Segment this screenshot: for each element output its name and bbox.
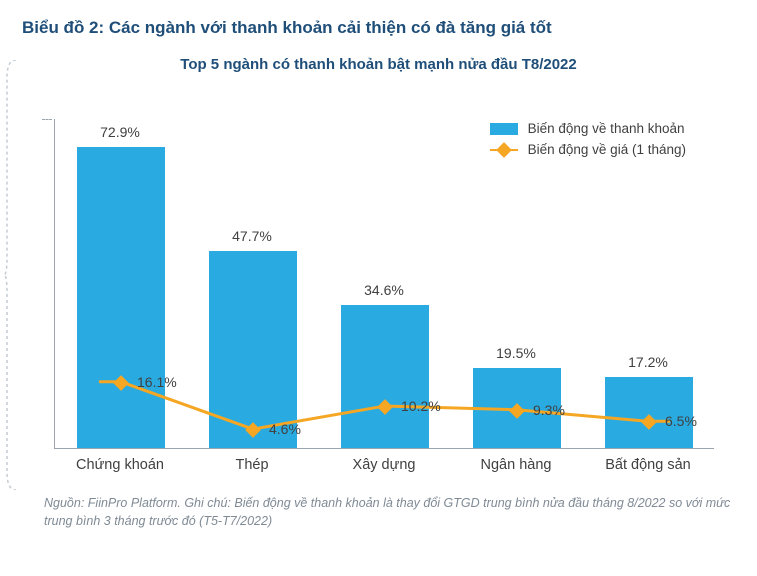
x-category-label: Xây dựng [318, 457, 450, 473]
chart-container: Biến động về thanh khoản Biến động về gi… [26, 81, 726, 491]
chart-title: Biểu đồ 2: Các ngành với thanh khoản cải… [22, 18, 735, 38]
x-category-label: Chứng khoán [54, 457, 186, 473]
chart-footnote: Nguồn: FiinPro Platform. Ghi chú: Biến đ… [44, 495, 734, 530]
bar-value-label: 47.7% [187, 228, 317, 244]
x-category-label: Ngân hàng [450, 457, 582, 473]
bar-value-label: 17.2% [583, 354, 713, 370]
bar-value-label: 34.6% [319, 282, 449, 298]
x-category-label: Bất động sản [582, 457, 714, 473]
bar-value-label: 72.9% [55, 124, 185, 140]
bar [473, 368, 561, 448]
bar [209, 251, 297, 448]
chart-subtitle: Top 5 ngành có thanh khoản bật mạnh nửa … [22, 56, 735, 73]
bar [77, 147, 165, 448]
x-category-label: Thép [186, 457, 318, 473]
bar [341, 305, 429, 448]
bar [605, 377, 693, 448]
bar-value-label: 19.5% [451, 345, 581, 361]
left-brace-decoration [4, 60, 18, 490]
